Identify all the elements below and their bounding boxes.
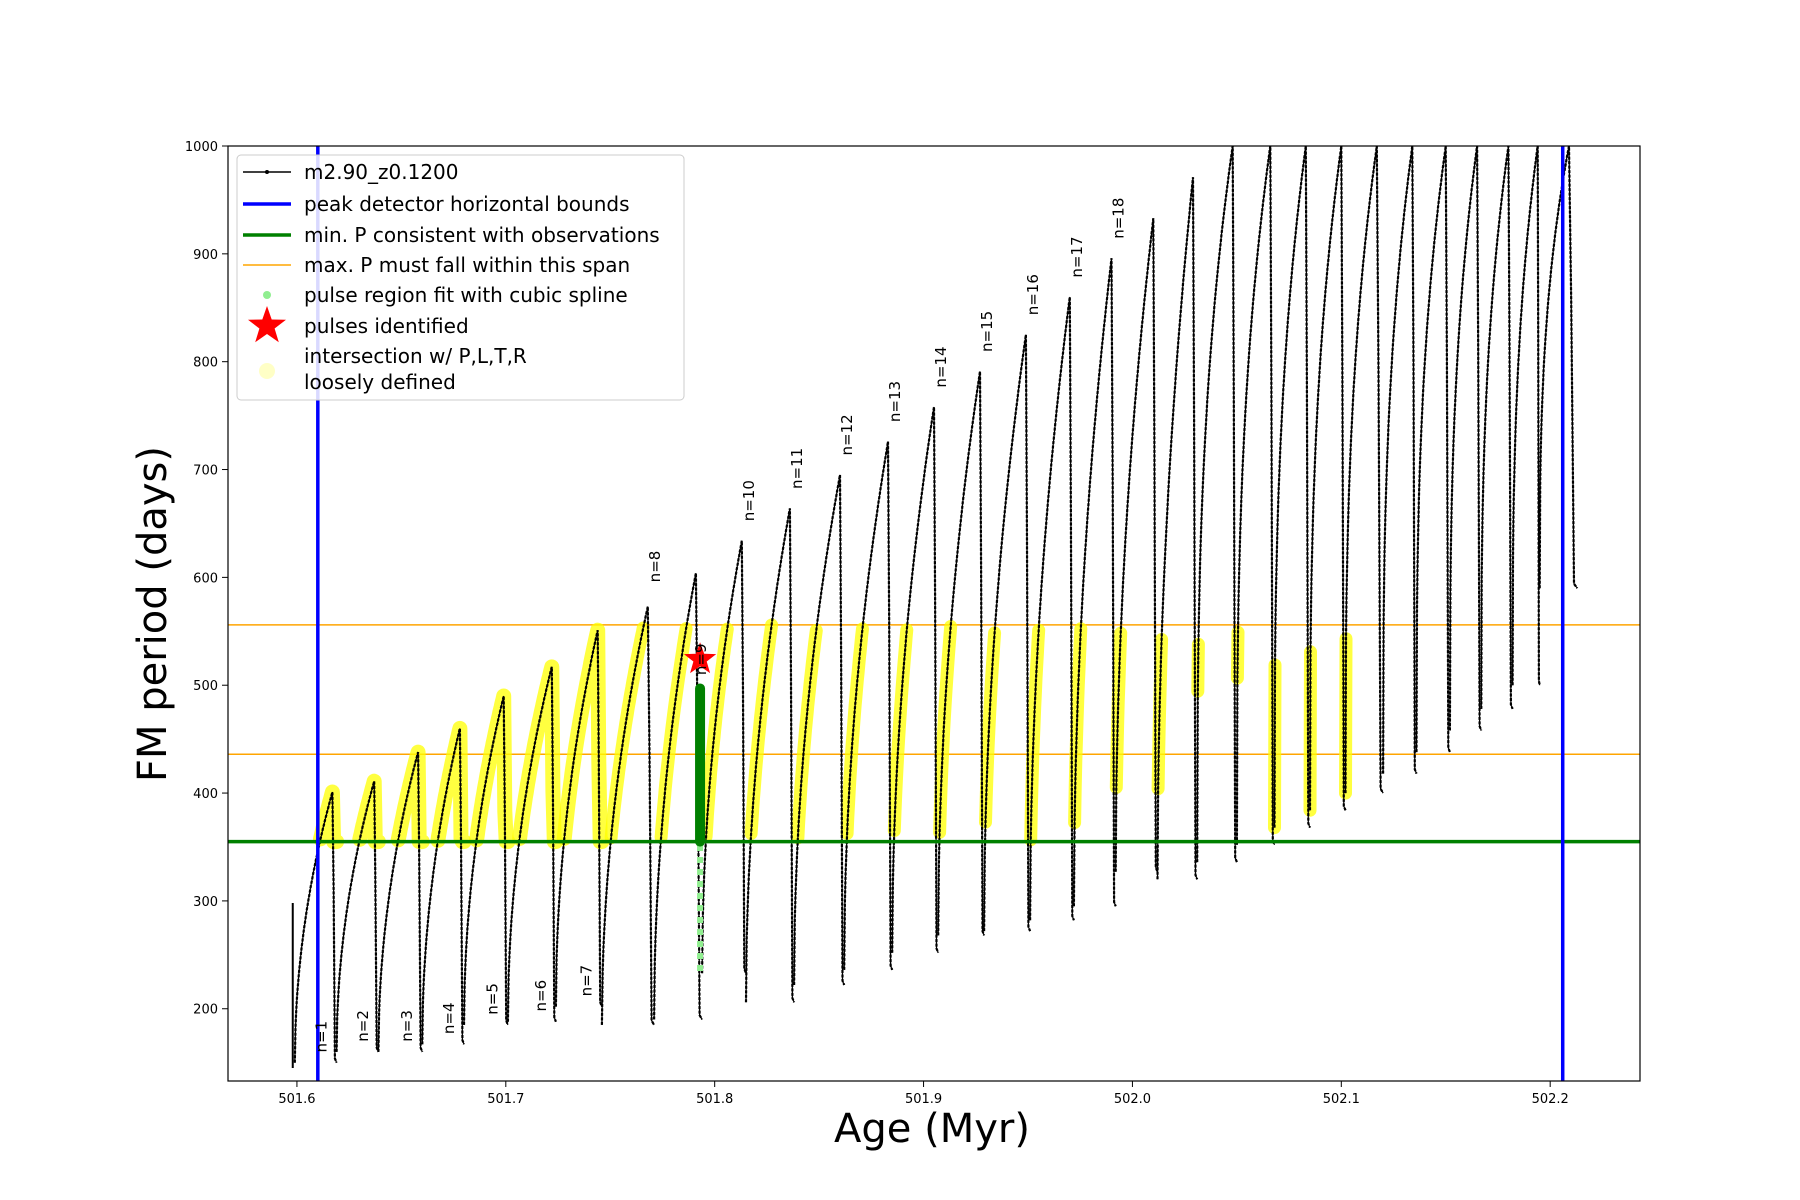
pulse-label: n=16 — [1024, 274, 1042, 315]
pulse-label: n=11 — [788, 448, 806, 489]
intersection-highlight — [313, 784, 345, 850]
y-tick-label: 600 — [193, 571, 218, 586]
legend-label: max. P must fall within this span — [304, 253, 630, 277]
pulse-label: n=17 — [1068, 236, 1086, 277]
period-curve-line — [1344, 146, 1384, 794]
period-curve-line — [1415, 146, 1451, 753]
period-curve-line — [507, 666, 557, 1022]
x-tick-label: 502.0 — [1114, 1092, 1151, 1107]
plot-area: n=1 n=2 n=3 n=4 n=5 n=6 n=7 n=8 n=9 n=10 n=11 n=12 n… — [228, 146, 1640, 1081]
pulse-label: n=8 — [646, 551, 664, 583]
y-tick-label: 500 — [193, 679, 218, 694]
period-curve-line — [937, 371, 985, 936]
legend-marker-dot — [265, 170, 269, 174]
plot-frame — [227, 145, 1641, 1082]
period-curve-line — [843, 441, 893, 971]
period-curve-line — [1115, 218, 1159, 873]
y-axis-label: FM period (days) — [130, 446, 176, 782]
y-tick-label: 900 — [193, 248, 218, 263]
y-tick-label: 400 — [193, 787, 218, 802]
period-curve-line — [421, 728, 465, 1045]
period-curve-line — [1449, 146, 1482, 731]
period-curve-line — [1480, 146, 1514, 710]
legend-label: loosely defined — [304, 370, 456, 394]
period-curve-line — [555, 630, 603, 1007]
period-curve-line — [1512, 146, 1541, 686]
y-tick-label: 800 — [193, 356, 218, 371]
y-tick-label: 300 — [193, 895, 218, 910]
identified-pulse-star — [683, 642, 717, 674]
legend-marker — [259, 363, 275, 379]
legend-label: pulse region fit with cubic spline — [304, 283, 628, 307]
period-curve-line — [653, 572, 703, 1020]
pulse-label: n=18 — [1110, 198, 1128, 239]
period-curve-line — [601, 606, 655, 1026]
pulse-label: n=3 — [398, 1010, 416, 1042]
period-curve-line — [983, 334, 1031, 932]
period-curve-line — [1156, 177, 1198, 880]
legend-label: m2.90_z0.1200 — [304, 160, 459, 184]
x-tick-label: 502.2 — [1532, 1092, 1569, 1107]
period-curve-line — [1073, 258, 1117, 907]
period-curve-line — [294, 791, 338, 1063]
pulse-label: n=2 — [354, 1010, 372, 1042]
y-tick-label: 1000 — [185, 140, 218, 155]
pulse-labels: n=1 n=2 n=3 n=4 n=5 n=6 n=7 n=8 n=9 n=10 n=11 n=12 n… — [312, 198, 1127, 1053]
x-tick-label: 501.6 — [278, 1092, 315, 1107]
pulse-label: n=7 — [578, 965, 596, 997]
period-curve-line — [1029, 296, 1075, 921]
x-tick-label: 501.8 — [696, 1092, 733, 1107]
y-tick-label: 700 — [193, 464, 218, 479]
period-curve-line — [1382, 146, 1418, 774]
period-series — [291, 146, 1579, 1069]
x-tick-label: 502.1 — [1323, 1092, 1360, 1107]
y-tick-label: 200 — [193, 1003, 218, 1018]
period-curve-line — [1273, 146, 1311, 828]
period-curve-line — [463, 695, 509, 1026]
legend-marker — [248, 306, 286, 343]
period-curve-line — [745, 508, 795, 1003]
pulse-label: n=15 — [978, 311, 996, 352]
pulse-label: n=9 — [692, 643, 710, 675]
pulse-label: n=6 — [532, 980, 550, 1012]
period-curve-line — [1539, 146, 1578, 589]
period-curve-line — [1236, 146, 1276, 846]
period-curve-line — [377, 751, 423, 1053]
period-curve-line — [701, 540, 747, 974]
pulse-label: n=13 — [886, 381, 904, 422]
pulse-label: n=5 — [484, 983, 502, 1015]
pulse-label: n=4 — [440, 1002, 458, 1034]
legend-label: min. P consistent with observations — [304, 223, 660, 247]
axis-ticks: 501.6 501.7 501.8 501.9 502.0 502.1 502.2 200 30… — [185, 140, 1569, 1107]
period-curve-line — [1196, 146, 1238, 863]
legend-label: peak detector horizontal bounds — [304, 192, 630, 216]
pulse-label: n=12 — [838, 414, 856, 455]
legend-label: pulses identified — [304, 314, 469, 338]
legend-marker — [263, 291, 271, 299]
pulse-label: n=14 — [932, 346, 950, 387]
period-curve-line — [793, 474, 845, 986]
pulse-label: n=10 — [740, 480, 758, 521]
period-curve-line — [891, 406, 939, 953]
legend-label: intersection w/ P,L,T,R — [304, 344, 527, 368]
period-curve-line — [1309, 146, 1347, 811]
identified-pulse-group — [683, 642, 717, 674]
x-axis-label: Age (Myr) — [834, 1106, 1030, 1152]
legend-box — [236, 154, 685, 401]
x-tick-label: 501.9 — [905, 1092, 942, 1107]
period-curve-line — [336, 781, 379, 1053]
x-tick-label: 501.7 — [487, 1092, 524, 1107]
pulse-label: n=1 — [312, 1021, 330, 1053]
